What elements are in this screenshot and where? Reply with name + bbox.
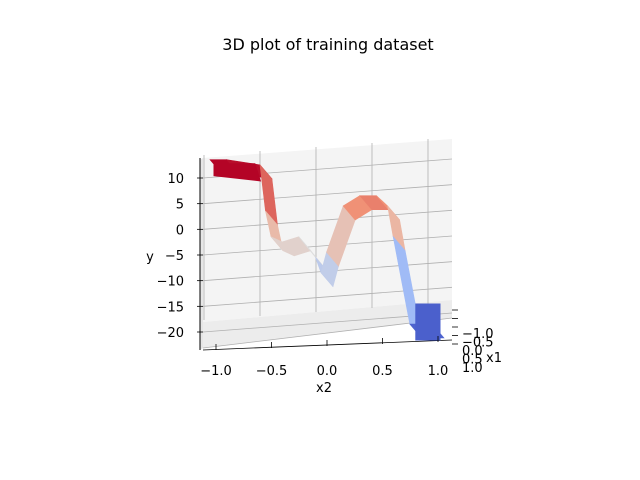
y-tick-label: −20	[157, 326, 184, 341]
grid-line-y	[202, 184, 453, 205]
chart-title: 3D plot of training dataset	[222, 35, 433, 54]
grid-line-y	[202, 235, 453, 256]
x1-tick-label: 1.0	[462, 361, 483, 376]
x2-tick-label: −0.5	[256, 364, 288, 379]
surface-plot	[209, 159, 445, 341]
y-tick-label: 5	[176, 198, 184, 213]
x1-tick-label: 0.0	[462, 344, 483, 359]
x1-tick-label: −1.0	[462, 327, 494, 342]
y-tick-label: −10	[157, 275, 184, 290]
x1-axis-label: x1	[486, 351, 502, 366]
side-pane	[200, 158, 203, 350]
x2-tick-label: 0.5	[372, 364, 393, 379]
surface-segment	[213, 163, 262, 182]
x2-axis-line	[202, 339, 453, 351]
grid-line-y	[202, 209, 453, 230]
floor-pane	[203, 300, 452, 348]
y-axis-label: y	[146, 250, 154, 265]
y-tick-label: −15	[157, 300, 184, 315]
x2-axis-label: x2	[316, 381, 332, 396]
x2-tick-label: −1.0	[200, 364, 232, 379]
x1-tick-label: 0.5	[462, 353, 483, 368]
surface-segment	[415, 303, 441, 341]
y-tick-label: −5	[165, 249, 184, 264]
y-tick-label: 10	[167, 172, 184, 187]
x2-tick-label: 0.0	[317, 364, 338, 379]
x2-tick-label: 1.0	[428, 364, 449, 379]
x1-tick-label: −0.5	[462, 336, 494, 351]
y-tick-label: 0	[176, 223, 184, 238]
